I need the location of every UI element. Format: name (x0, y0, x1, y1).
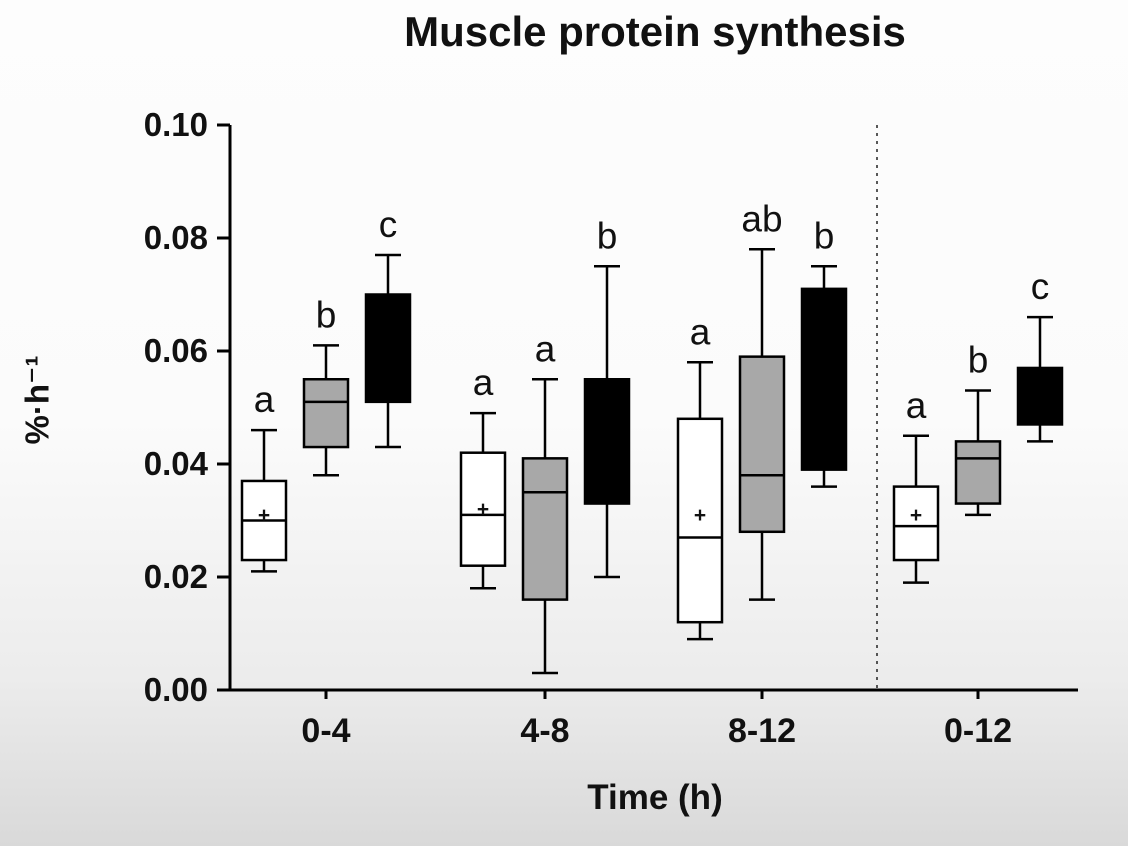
y-tick-label: 0.02 (144, 558, 208, 595)
gray-box (302, 378, 350, 449)
y-tick-label: 0.04 (144, 445, 209, 482)
black-box (583, 378, 631, 505)
significance-letter: b (597, 215, 618, 256)
x-tick-label: 8-12 (728, 712, 796, 750)
x-tick-label: 4-8 (520, 712, 569, 750)
significance-letter: b (316, 294, 337, 335)
mean-marker: + (910, 504, 922, 527)
black-box (1016, 366, 1064, 426)
significance-letter: a (254, 379, 275, 420)
y-tick-label: 0.06 (144, 332, 208, 369)
black-box (800, 287, 848, 471)
significance-letter: a (535, 328, 556, 369)
y-tick-label: 0.10 (144, 106, 208, 143)
mean-marker: + (477, 498, 489, 521)
gray-box (954, 440, 1002, 505)
y-tick-label: 0.00 (144, 671, 208, 708)
significance-letter: c (379, 204, 398, 245)
significance-letter: a (690, 311, 711, 352)
mean-marker: + (694, 504, 706, 527)
x-tick-label: 0-12 (944, 712, 1012, 750)
mean-marker: + (258, 504, 270, 527)
chart-title: Muscle protein synthesis (404, 8, 906, 55)
black-box (364, 293, 412, 404)
significance-letter: b (814, 215, 835, 256)
white-box (459, 451, 507, 567)
white-box (892, 485, 940, 562)
significance-letter: a (473, 362, 494, 403)
white-box (676, 417, 724, 624)
x-axis-label: Time (h) (587, 778, 723, 817)
axis-lines (228, 125, 1078, 692)
gray-box (738, 355, 786, 534)
gray-box (521, 457, 569, 601)
x-tick-label: 0-4 (301, 712, 350, 750)
y-tick-label: 0.08 (144, 219, 208, 256)
significance-letter: a (906, 385, 927, 426)
significance-letter: b (968, 340, 989, 381)
significance-letter: ab (741, 198, 782, 239)
significance-letter: c (1031, 266, 1050, 307)
